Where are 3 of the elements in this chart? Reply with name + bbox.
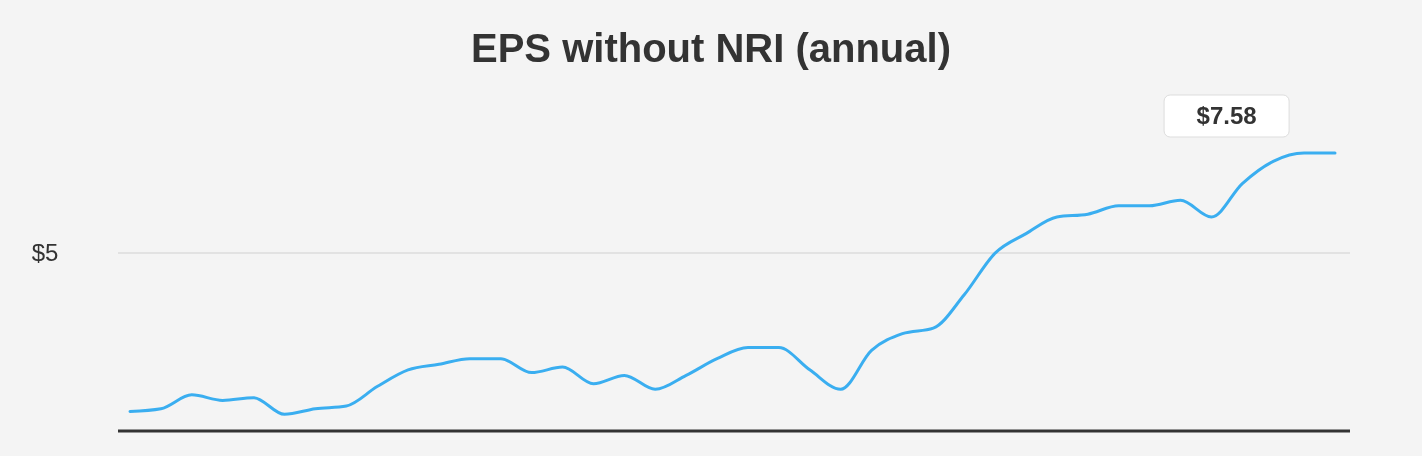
chart-title: EPS without NRI (annual) bbox=[471, 26, 951, 70]
text: $5 bbox=[31, 239, 59, 267]
text: $7.58 bbox=[1196, 102, 1257, 129]
